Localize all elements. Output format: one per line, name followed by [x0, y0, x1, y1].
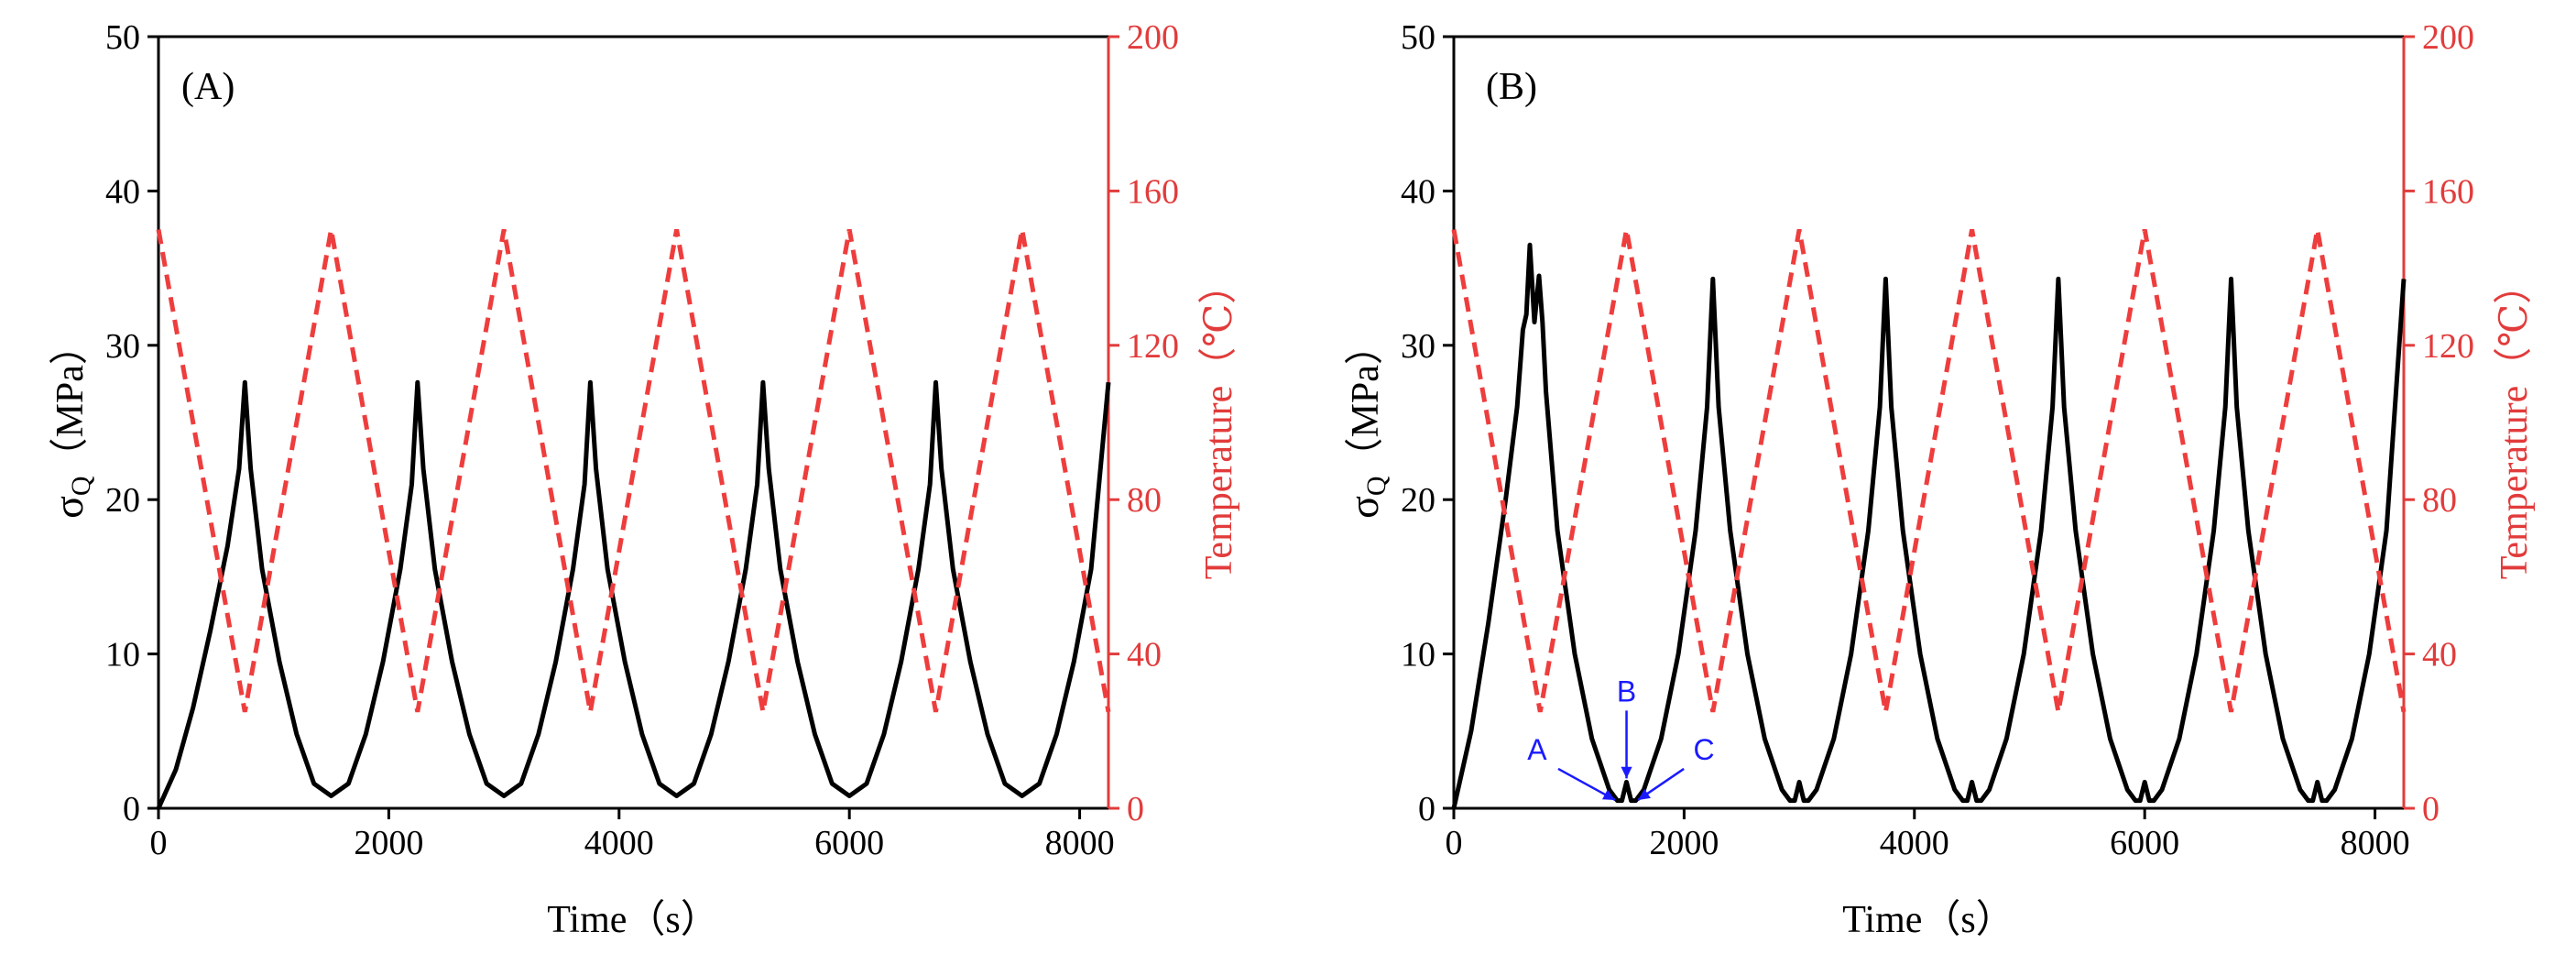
y-right-tick-label: 0	[1127, 790, 1144, 828]
y-label-sigma: σ	[1340, 496, 1387, 519]
y-right-tick-label: 200	[2422, 18, 2474, 57]
y-left-tick-label: 10	[105, 636, 140, 674]
panel-b: (B) Time（s） σQ（MPa） Temperature（℃） 0 2000…	[1340, 18, 2536, 941]
y-right-tick-label: 120	[2422, 327, 2474, 366]
x-tick-label: 0	[150, 824, 168, 862]
y-axis-right-label: Temperature（℃）	[2494, 266, 2536, 580]
panel-a: (A) Time（s） σQ（MPa） Temperature（℃） 0 2000…	[45, 18, 1240, 941]
annotation-arrowhead	[1638, 788, 1651, 800]
annotation-label: B	[1617, 674, 1636, 707]
y-right-tick-label: 160	[2422, 172, 2474, 211]
panel-label: (B)	[1486, 66, 1537, 108]
y-right-tick-label: 40	[2422, 636, 2457, 674]
x-tick-label: 4000	[584, 824, 654, 862]
x-tick-label: 8000	[2341, 824, 2410, 862]
y-label-subscript: Q	[1361, 476, 1392, 496]
y-left-tick-label: 30	[105, 327, 140, 366]
annotation-arrowhead	[1601, 789, 1615, 800]
y-left-tick-label: 50	[1401, 18, 1435, 57]
y-left-tick-label: 40	[105, 172, 140, 211]
y-right-tick-label: 200	[1127, 18, 1179, 57]
y-left-tick-label: 0	[123, 790, 140, 828]
y-left-tick-label: 50	[105, 18, 140, 57]
x-tick-label: 2000	[354, 824, 423, 862]
y-axis-right-label: Temperature（℃）	[1198, 266, 1240, 580]
stress-series-line	[1451, 242, 2407, 809]
y-left-tick-label: 40	[1401, 172, 1435, 211]
x-tick-label: 8000	[1045, 824, 1115, 862]
y-left-tick-label: 20	[1401, 481, 1435, 520]
y-label-subscript: Q	[66, 476, 96, 496]
y-axis-left-label: σQ（MPa）	[45, 326, 96, 519]
x-tick-label: 4000	[1880, 824, 1949, 862]
x-tick-label: 2000	[1649, 824, 1719, 862]
x-tick-label: 0	[1446, 824, 1463, 862]
temperature-series-line	[1451, 229, 2407, 713]
svg-text:σQ（MPa）: σQ（MPa）	[1340, 326, 1392, 519]
x-tick-label: 6000	[814, 824, 884, 862]
stress-series-line	[156, 379, 1111, 810]
panel-label: (A)	[181, 66, 235, 108]
y-label-sigma: σ	[45, 496, 92, 519]
y-left-tick-label: 30	[1401, 327, 1435, 366]
svg-text:σQ（MPa）: σQ（MPa）	[45, 326, 96, 519]
y-right-tick-label: 80	[2422, 481, 2457, 520]
y-right-tick-label: 40	[1127, 636, 1162, 674]
annotation-label: C	[1694, 733, 1715, 766]
y-right-tick-label: 160	[1127, 172, 1179, 211]
y-label-units: （MPa）	[49, 326, 92, 476]
y-left-tick-label: 10	[1401, 636, 1435, 674]
y-right-tick-label: 0	[2422, 790, 2440, 828]
y-left-tick-label: 20	[105, 481, 140, 520]
temperature-series-line	[156, 229, 1111, 713]
x-tick-label: 6000	[2110, 824, 2179, 862]
x-axis-label: Time（s）	[1842, 899, 2014, 941]
annotation-arrowhead	[1621, 766, 1632, 779]
y-right-tick-label: 80	[1127, 481, 1162, 520]
x-axis-label: Time（s）	[547, 899, 719, 941]
y-axis-left-label: σQ（MPa）	[1340, 326, 1392, 519]
y-left-tick-label: 0	[1418, 790, 1435, 828]
annotation-label: A	[1527, 733, 1547, 766]
y-right-tick-label: 120	[1127, 327, 1179, 366]
y-label-units: （MPa）	[1345, 326, 1387, 476]
